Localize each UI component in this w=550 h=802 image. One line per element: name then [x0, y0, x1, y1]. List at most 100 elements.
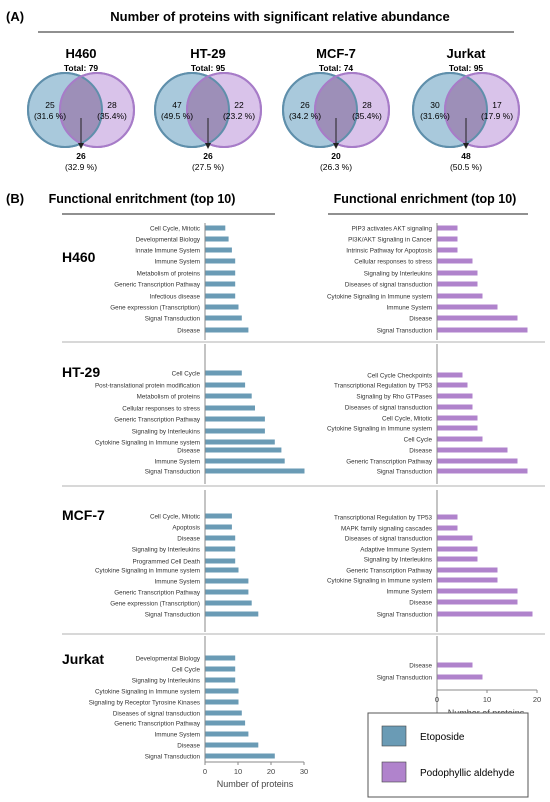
category-label: Diseases of signal transduction	[345, 282, 433, 289]
venn-overlap	[445, 73, 487, 147]
bar	[205, 600, 252, 606]
venn-total: Total: 95	[191, 63, 226, 73]
venn-left-percent: (31.6 %)	[34, 111, 66, 121]
venn-cell-name: H460	[65, 46, 96, 61]
cell-line-title: MCF-7	[62, 507, 105, 523]
venn-left-count: 25	[45, 100, 55, 110]
bar	[205, 720, 246, 726]
bar	[205, 315, 242, 321]
venn-overlap	[315, 73, 357, 147]
bar	[437, 436, 483, 442]
bar	[437, 382, 468, 388]
venn-left-percent: (34.2 %)	[289, 111, 321, 121]
legend-label-etoposide: Etoposide	[420, 732, 465, 743]
venn-right-percent: (35.4%)	[352, 111, 382, 121]
venn-left-count: 26	[300, 100, 310, 110]
category-label: Disease	[409, 316, 432, 323]
arrow-head-icon	[333, 143, 339, 149]
bar	[205, 558, 236, 564]
venn-right-count: 22	[234, 100, 244, 110]
category-label: PIP3 activates AKT signaling	[352, 226, 433, 233]
bar	[205, 382, 246, 388]
bar	[205, 327, 249, 333]
legend: Etoposide Podophyllic aldehyde	[367, 712, 529, 798]
bar	[205, 666, 236, 672]
category-label: Developmental Biology	[136, 656, 201, 663]
venn-shared-count: 48	[461, 151, 471, 161]
bar	[205, 428, 265, 434]
bar	[205, 270, 236, 276]
category-label: Disease	[177, 536, 200, 543]
category-label: Cytokine Signaling in Immune system	[327, 426, 432, 433]
chart-group-mcf7: MCF-7 Cell Cycle, Mitotic Apoptosis Disease…	[62, 490, 545, 635]
category-label: Signaling by Interleukins	[132, 678, 200, 685]
bar	[205, 731, 249, 737]
category-label: Programmed Cell Death	[132, 559, 200, 566]
panel-b-left-title: Functional enritchment (top 10)	[49, 192, 236, 206]
legend-swatch-etoposide	[381, 725, 407, 747]
category-label: Cytokine Signaling in Immune system	[95, 689, 200, 696]
venn-right-count: 28	[107, 100, 117, 110]
x-tick-label: 20	[267, 767, 275, 776]
venn-shared-percent: (26.3 %)	[320, 162, 352, 172]
venn-left-count: 30	[430, 100, 440, 110]
category-label: Cell Cycle, Mitotic	[150, 226, 200, 233]
category-label: PI3K/AKT Signaling in Cancer	[348, 237, 432, 244]
bar	[437, 327, 528, 333]
legend-label-podophyllic: Podophyllic aldehyde	[420, 768, 515, 779]
category-label: Cell Cycle	[172, 371, 201, 378]
bar	[437, 662, 473, 668]
panel-a-title: Number of proteins with significant rela…	[110, 9, 450, 24]
arrow-head-icon	[78, 143, 84, 149]
category-label: Signal Transduction	[145, 469, 201, 476]
category-label: Signaling by Interleukins	[132, 547, 200, 554]
arrow-head-icon	[205, 143, 211, 149]
legend-frame	[367, 712, 529, 798]
category-label: Signaling by Interleukins	[364, 271, 432, 278]
category-label: Disease	[177, 328, 200, 335]
venn-right-percent: (17.9 %)	[481, 111, 513, 121]
bar	[437, 304, 498, 310]
bar	[437, 258, 473, 264]
venn-shared-percent: (27.5 %)	[192, 162, 224, 172]
bar	[205, 677, 236, 683]
bar	[205, 699, 239, 705]
venn-total: Total: 74	[319, 63, 354, 73]
bar-charts: H460 Cell Cycle, Mitotic Developmental Bio…	[62, 223, 545, 789]
bar	[437, 393, 473, 399]
category-label: Generic Transcription Pathway	[346, 459, 433, 466]
category-label: Cytokine Signaling in Immune system	[327, 294, 432, 301]
category-label: Signaling by Rho GTPases	[356, 394, 432, 401]
venn-left-percent: (31.6%)	[420, 111, 450, 121]
category-label: Cell Cycle, Mitotic	[382, 416, 432, 423]
bar	[437, 415, 478, 421]
legend-swatch-podophyllic	[381, 761, 407, 783]
category-label: Cellular responses to stress	[122, 406, 200, 413]
arrow-head-icon	[463, 143, 469, 149]
category-label: Diseases of signal transduction	[345, 536, 433, 543]
bar	[437, 514, 458, 520]
category-label: Developmental Biology	[136, 237, 201, 244]
category-label: Diseases of signal transduction	[113, 711, 201, 718]
bar	[205, 439, 275, 445]
category-label: Cytokine Signaling in Immune system	[95, 568, 200, 575]
bar	[205, 710, 242, 716]
bar	[205, 293, 236, 299]
category-label: Generic Transcription Pathway	[114, 590, 201, 597]
category-label: Disease	[409, 600, 432, 607]
bar	[437, 468, 528, 474]
category-label: Disease	[409, 663, 432, 670]
bar	[205, 742, 259, 748]
venn-cell-name: Jurkat	[446, 46, 486, 61]
category-label: Generic Transcription Pathway	[114, 417, 201, 424]
x-tick-label: 30	[300, 767, 308, 776]
bar	[437, 247, 458, 253]
bar	[205, 567, 239, 573]
bar	[437, 611, 533, 617]
category-label: Immune System	[387, 589, 433, 596]
bar	[205, 753, 275, 759]
panel-b-letter: (B)	[6, 191, 24, 206]
category-label: Cytokine Signaling in Immune system	[95, 440, 200, 447]
x-tick-label: 0	[203, 767, 207, 776]
